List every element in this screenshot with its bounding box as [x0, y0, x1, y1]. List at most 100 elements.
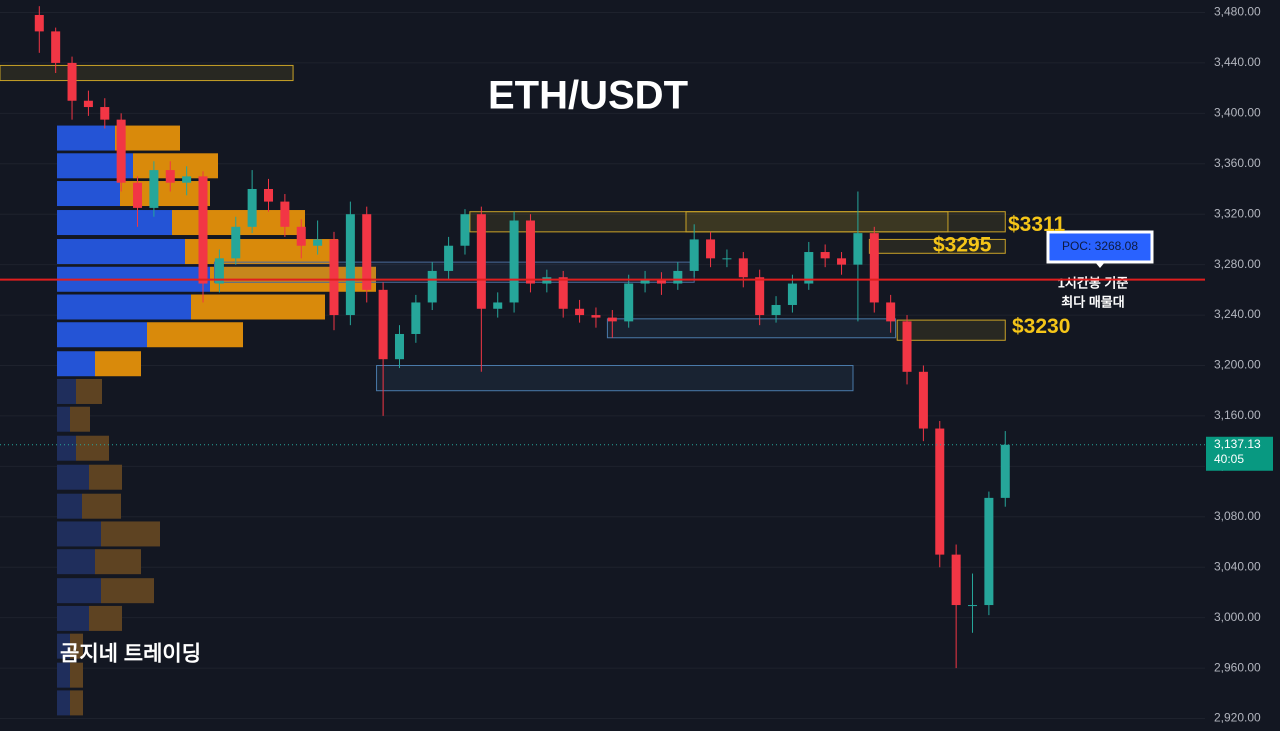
profile-bar — [57, 210, 172, 236]
candle-body — [738, 258, 748, 278]
watermark: 곰지네 트레이딩 — [60, 643, 201, 666]
zone — [685, 211, 949, 233]
candle-body — [509, 220, 519, 303]
price-annotation: $3311 — [1008, 213, 1066, 236]
zone — [0, 64, 294, 82]
candle-body — [280, 201, 290, 227]
candle-body — [575, 308, 585, 316]
y-tick-label: 3,200.00 — [1214, 358, 1261, 372]
candle-body — [984, 497, 994, 606]
profile-bar — [57, 239, 185, 265]
candle-body — [935, 428, 945, 555]
profile-bar — [57, 406, 70, 432]
profile-bar — [101, 578, 154, 604]
candle-body — [968, 605, 978, 607]
chart-title: ETH/USDT — [488, 74, 688, 118]
profile-bar — [57, 578, 101, 604]
candle-body — [83, 100, 93, 108]
candle-body — [296, 226, 306, 246]
candle-body — [67, 62, 77, 101]
candle-body — [329, 239, 339, 316]
profile-bar — [57, 493, 82, 519]
profile-bar — [57, 633, 70, 659]
profile-bar — [70, 662, 83, 688]
profile-bar — [57, 125, 115, 151]
candle-body — [607, 317, 617, 322]
price-annotation: $3295 — [933, 233, 992, 256]
y-tick-label: 2,960.00 — [1214, 660, 1261, 674]
profile-bar — [57, 605, 89, 631]
candle-body — [558, 277, 568, 309]
candle-body — [116, 119, 126, 183]
candle-body — [444, 245, 454, 271]
price-annotation: $3230 — [1012, 315, 1070, 338]
profile-bar — [57, 294, 191, 320]
candle-body — [34, 15, 44, 32]
candle-body — [853, 233, 863, 265]
poc-pointer — [1095, 262, 1105, 268]
candle-body — [706, 239, 716, 259]
candle-body — [345, 214, 355, 316]
note: 1시간봉 기준 — [1058, 275, 1129, 290]
y-tick-label: 3,000.00 — [1214, 610, 1261, 624]
profile-bar — [95, 549, 141, 575]
profile-bar — [57, 549, 95, 575]
profile-bar — [57, 181, 120, 207]
profile-bar — [95, 351, 141, 377]
candle-body — [722, 258, 732, 260]
profile-bar — [70, 690, 83, 716]
profile-bar — [57, 521, 101, 547]
candle-body — [689, 239, 699, 271]
zone — [376, 365, 854, 392]
candle-body — [394, 333, 404, 360]
candle-body — [247, 188, 257, 227]
profile-bar — [82, 493, 121, 519]
profile-bar — [133, 153, 218, 179]
zone — [896, 319, 1006, 341]
profile-bar — [101, 521, 160, 547]
profile-bar — [57, 662, 70, 688]
y-tick-label: 3,080.00 — [1214, 509, 1261, 523]
note: 최다 매물대 — [1061, 294, 1124, 309]
candle-body — [362, 214, 372, 290]
candle-body — [771, 304, 781, 316]
y-tick-label: 3,320.00 — [1214, 206, 1261, 220]
candle-body — [133, 182, 143, 208]
candle-body — [787, 283, 797, 305]
candle-body — [493, 302, 503, 309]
y-tick-label: 3,240.00 — [1214, 307, 1261, 321]
candle-body — [673, 270, 683, 284]
poc-box — [1046, 230, 1154, 264]
y-tick-label: 3,040.00 — [1214, 559, 1261, 573]
candle-body — [755, 277, 765, 316]
profile-bar — [191, 294, 325, 320]
poc-label: POC: 3268.08 — [1062, 239, 1138, 253]
candle-body — [264, 188, 274, 202]
candle-body — [231, 226, 241, 259]
candle-body — [640, 279, 650, 284]
candle-body — [476, 214, 486, 309]
candle-body — [214, 258, 224, 284]
profile-bar — [147, 322, 243, 348]
candle-body — [951, 554, 961, 606]
profile-bar — [57, 322, 147, 348]
profile-bar — [89, 605, 122, 631]
candle-body — [313, 239, 323, 246]
candle-body — [460, 214, 470, 246]
candle-body — [837, 258, 847, 265]
candle-body — [149, 170, 159, 208]
candle-body — [886, 302, 896, 322]
zone — [606, 318, 897, 339]
y-tick-label: 3,360.00 — [1214, 156, 1261, 170]
candle-body — [182, 176, 192, 183]
countdown: 40:05 — [1214, 452, 1244, 466]
profile-bar — [76, 435, 109, 461]
candle-body — [804, 252, 814, 284]
profile-bar — [115, 125, 180, 151]
y-tick-label: 3,280.00 — [1214, 257, 1261, 271]
candle-body — [918, 371, 928, 429]
profile-bar — [70, 406, 90, 432]
candle-body — [820, 252, 830, 259]
profile-bar — [185, 239, 338, 265]
candle-body — [100, 107, 110, 120]
